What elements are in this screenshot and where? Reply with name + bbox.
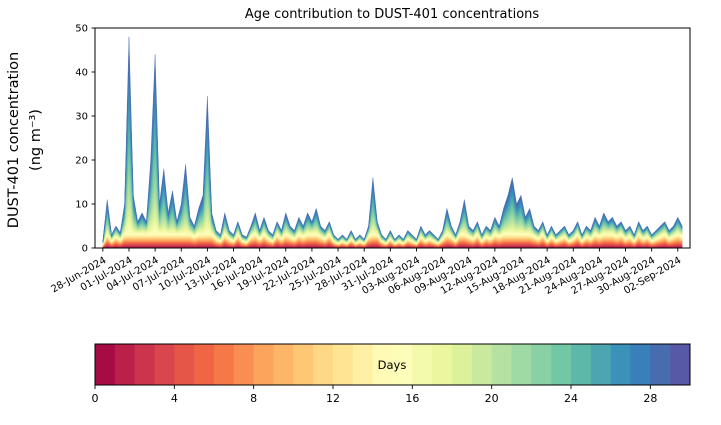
- colorbar-segment-5: [194, 344, 215, 385]
- y-tick-label: 20: [75, 156, 88, 167]
- colorbar-segment-22: [531, 344, 552, 385]
- y-axis-ticks: 0 10 20 30 40 50: [75, 24, 95, 255]
- y-axis-label-line2: (ng m⁻³): [28, 109, 44, 171]
- colorbar-segment-13: [352, 344, 373, 385]
- y-tick-label: 50: [75, 24, 88, 35]
- colorbar-tick-label: 16: [405, 392, 419, 405]
- colorbar-segment-19: [471, 344, 492, 385]
- colorbar-segment-2: [134, 344, 155, 385]
- colorbar-border: [94, 343, 691, 386]
- colorbar-segment-0: [95, 344, 116, 385]
- colorbar-tick-label: 20: [485, 392, 499, 405]
- colorbar-segment-10: [293, 344, 314, 385]
- colorbar: 0 4 8 12 16 20 24 28: [92, 343, 691, 405]
- y-tick-label: 40: [75, 68, 88, 79]
- colorbar-segment-18: [452, 344, 473, 385]
- colorbar-segment-9: [273, 344, 294, 385]
- colorbar-segment-1: [114, 344, 135, 385]
- colorbar-tick-label: 4: [171, 392, 178, 405]
- colorbar-segment-11: [313, 344, 334, 385]
- colorbar-segment-20: [491, 344, 512, 385]
- stacked-area-layers: [102, 36, 683, 249]
- colorbar-segment-21: [511, 344, 532, 385]
- colorbar-tick-label: 8: [250, 392, 257, 405]
- colorbar-tick-label: 24: [564, 392, 578, 405]
- colorbar-segment-25: [590, 344, 611, 385]
- colorbar-segment-26: [610, 344, 631, 385]
- colorbar-segment-17: [432, 344, 453, 385]
- colorbar-segment-4: [174, 344, 195, 385]
- age-layer-28: [102, 36, 683, 242]
- chart-title: Age contribution to DUST-401 concentrati…: [245, 7, 540, 22]
- plot-border: [94, 27, 691, 249]
- x-axis-ticks: 28-Jun-202401-Jul-202404-Jul-202407-Jul-…: [50, 248, 683, 297]
- colorbar-segment-23: [551, 344, 572, 385]
- y-tick-label: 30: [75, 112, 88, 123]
- colorbar-segment-12: [333, 344, 354, 385]
- colorbar-tick-label: 12: [326, 392, 340, 405]
- colorbar-segment-27: [630, 344, 651, 385]
- colorbar-segment-28: [650, 344, 671, 385]
- y-tick-label: 0: [82, 244, 88, 255]
- colorbar-segment-6: [214, 344, 235, 385]
- colorbar-tick-label: 28: [643, 392, 657, 405]
- colorbar-segment-3: [154, 344, 175, 385]
- colorbar-segment-29: [670, 344, 691, 385]
- colorbar-segment-16: [412, 344, 433, 385]
- colorbar-label: Days: [378, 358, 407, 372]
- y-tick-label: 10: [75, 200, 88, 211]
- colorbar-segment-8: [253, 344, 274, 385]
- colorbar-tick-label: 0: [92, 392, 99, 405]
- y-axis-label-line1: DUST-401 concentration: [6, 52, 22, 228]
- colorbar-segment-14: [372, 344, 393, 385]
- colorbar-segment-7: [233, 344, 254, 385]
- colorbar-segment-24: [571, 344, 592, 385]
- colorbar-segment-15: [392, 344, 413, 385]
